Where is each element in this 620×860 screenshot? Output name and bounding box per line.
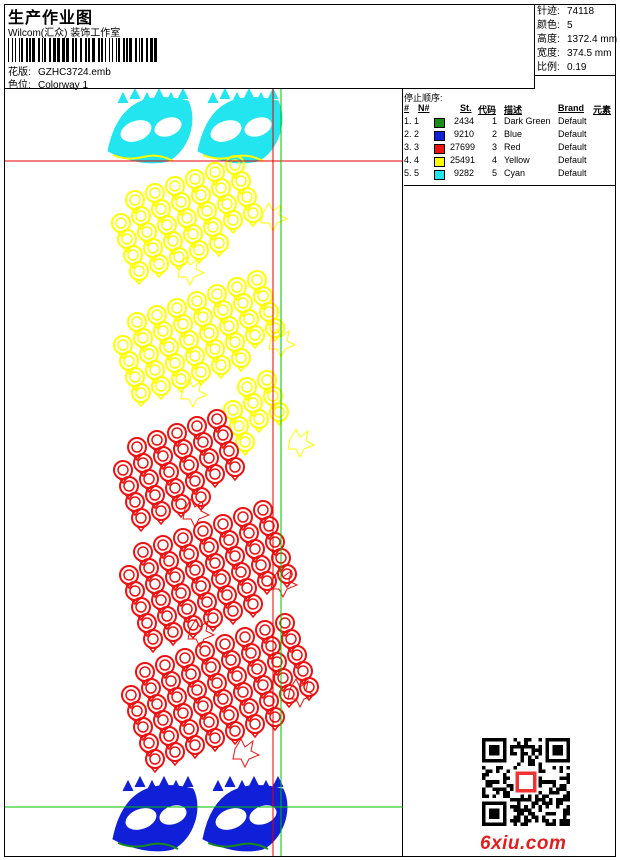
legend-row-code: 5 <box>492 168 498 178</box>
color-swatch <box>434 157 445 167</box>
stat-value: 74118 <box>567 6 595 17</box>
blue-mask-motif <box>112 775 288 852</box>
embroidery-design-preview <box>5 89 403 856</box>
color-swatch <box>434 170 445 180</box>
legend-row: 3. 3 27699 3 Red Default <box>404 142 615 155</box>
legend-header-row: # N# St. 代码 描述 Brand 元素 <box>404 103 615 115</box>
legend-title: 停止顺序: <box>404 93 443 103</box>
stat-stitches: 针迹: 74118 <box>535 5 615 19</box>
embroidery-artwork <box>5 89 403 856</box>
legend-row-num: 1. 1 <box>404 116 420 126</box>
stat-value: 374.5 mm <box>567 48 612 59</box>
stat-value: 0.19 <box>567 62 587 73</box>
stat-label: 宽度: <box>537 48 560 59</box>
legend-row-brand: Default <box>558 129 587 139</box>
legend-row-description: Blue <box>504 129 523 139</box>
color-swatch <box>434 144 445 154</box>
legend-row-num: 2. 2 <box>404 129 420 139</box>
colorway-value: Colorway 1 <box>38 80 89 91</box>
legend-header-n: N# <box>418 103 430 113</box>
legend-row-description: Red <box>504 142 521 152</box>
legend-row-stitches: 25491 <box>450 155 476 165</box>
company-name: Wilcom(汇众) 装饰工作室 <box>8 28 121 39</box>
legend-header-stitches: St. <box>460 103 472 113</box>
red-swath-3 <box>121 613 319 774</box>
stat-scale: 比例: 0.19 <box>535 61 615 75</box>
legend-row-description: Yellow <box>504 155 530 165</box>
legend-row-code: 3 <box>492 142 498 152</box>
legend-header-code: 代码 <box>478 105 497 115</box>
legend-row: 4. 4 25491 4 Yellow Default <box>404 155 615 168</box>
legend-header-description: 描述 <box>504 105 523 115</box>
stat-label: 高度: <box>537 34 560 45</box>
legend-row-brand: Default <box>558 116 587 126</box>
cyan-mask-motif <box>107 89 283 164</box>
stats-panel: 针迹: 74118 颜色: 5 高度: 1372.4 mm 宽度: 374.5 mm 比… <box>535 5 618 75</box>
legend-row-num: 5. 5 <box>404 168 420 178</box>
stat-value: 1372.4 mm <box>567 34 618 45</box>
barcode-icon <box>8 38 157 62</box>
color-stop-legend: 停止顺序: # N# St. 代码 描述 Brand 元素 1. 1 2434 1 D… <box>404 89 615 186</box>
design-file-line: 花版: GZHC3724.emb <box>8 63 111 78</box>
design-file-value: GZHC3724.emb <box>38 67 111 78</box>
legend-row-brand: Default <box>558 155 587 165</box>
yellow-swath-2 <box>113 270 297 409</box>
legend-row-description: Cyan <box>504 168 526 178</box>
color-swatch <box>434 131 445 141</box>
stat-colors: 颜色: 5 <box>535 19 615 33</box>
legend-header-num: # <box>404 103 410 113</box>
legend-header-brand: Brand <box>558 103 585 113</box>
legend-row-num: 4. 4 <box>404 155 420 165</box>
stat-height: 高度: 1372.4 mm <box>535 33 618 47</box>
design-file-label: 花版: <box>8 67 31 78</box>
legend-header-element: 元素 <box>593 105 612 115</box>
legend-row-brand: Default <box>558 168 587 178</box>
stat-value: 5 <box>567 20 573 31</box>
stats-divider <box>535 75 615 76</box>
production-sheet: 生产作业图 Wilcom(汇众) 装饰工作室 花版: GZHC3724.emb 色… <box>4 4 618 857</box>
legend-row-stitches: 2434 <box>453 116 474 126</box>
stat-label: 针迹: <box>537 6 560 17</box>
legend-row: 5. 5 9282 5 Cyan Default <box>404 168 615 181</box>
legend-row-stitches: 9282 <box>453 168 474 178</box>
stat-label: 比例: <box>537 62 560 73</box>
qr-code-icon <box>482 738 570 826</box>
legend-row-code: 4 <box>492 155 498 165</box>
legend-row: 1. 1 2434 1 Dark Green Default <box>404 116 615 129</box>
yellow-swath-1 <box>111 155 289 287</box>
stat-width: 宽度: 374.5 mm <box>535 47 615 61</box>
red-swath-2 <box>119 500 299 654</box>
legend-row-code: 1 <box>492 116 498 126</box>
color-swatch <box>434 118 445 128</box>
legend-row-brand: Default <box>558 142 587 152</box>
page-title: 生产作业图 <box>8 10 94 27</box>
legend-row-stitches: 27699 <box>450 142 476 152</box>
legend-row: 2. 2 9210 2 Blue Default <box>404 129 615 142</box>
yellow-swath-3 <box>223 370 316 459</box>
legend-row-description: Dark Green <box>504 116 551 126</box>
colorway-label: 色位: <box>8 80 31 91</box>
legend-row-code: 2 <box>492 129 498 139</box>
red-swath-1 <box>113 409 245 533</box>
watermark-text: 6xiu.com <box>480 833 567 854</box>
legend-row-num: 3. 3 <box>404 142 420 152</box>
stat-label: 颜色: <box>537 20 560 31</box>
header-info-panel: 生产作业图 Wilcom(汇众) 装饰工作室 花版: GZHC3724.emb 色… <box>5 5 535 91</box>
legend-row-stitches: 9210 <box>453 129 474 139</box>
colorway-line: 色位: Colorway 1 <box>8 76 88 91</box>
